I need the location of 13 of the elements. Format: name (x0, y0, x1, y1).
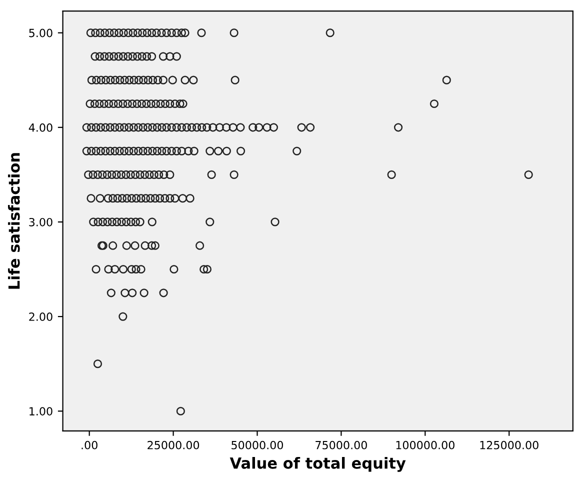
y-tick-label: 3.00 (29, 218, 52, 226)
x-tick-label: .00 (82, 440, 98, 450)
y-tick-label: 4.00 (28, 123, 52, 132)
x-tick-label: 50000.00 (232, 440, 284, 450)
x-axis-title: Value of total equity (230, 457, 406, 472)
x-tick-label: 75000.00 (316, 440, 367, 450)
x-tick-label: 100000.00 (396, 440, 454, 450)
y-tick-label: 2.00 (29, 312, 52, 321)
x-tick-label: 125000.00 (480, 440, 538, 450)
y-axis-title: Life satisfaction (8, 153, 20, 289)
y-tick-label: 1.00 (30, 407, 52, 416)
x-tick-label: 25000.00 (148, 440, 200, 450)
y-tick-label: 5.00 (29, 28, 52, 38)
